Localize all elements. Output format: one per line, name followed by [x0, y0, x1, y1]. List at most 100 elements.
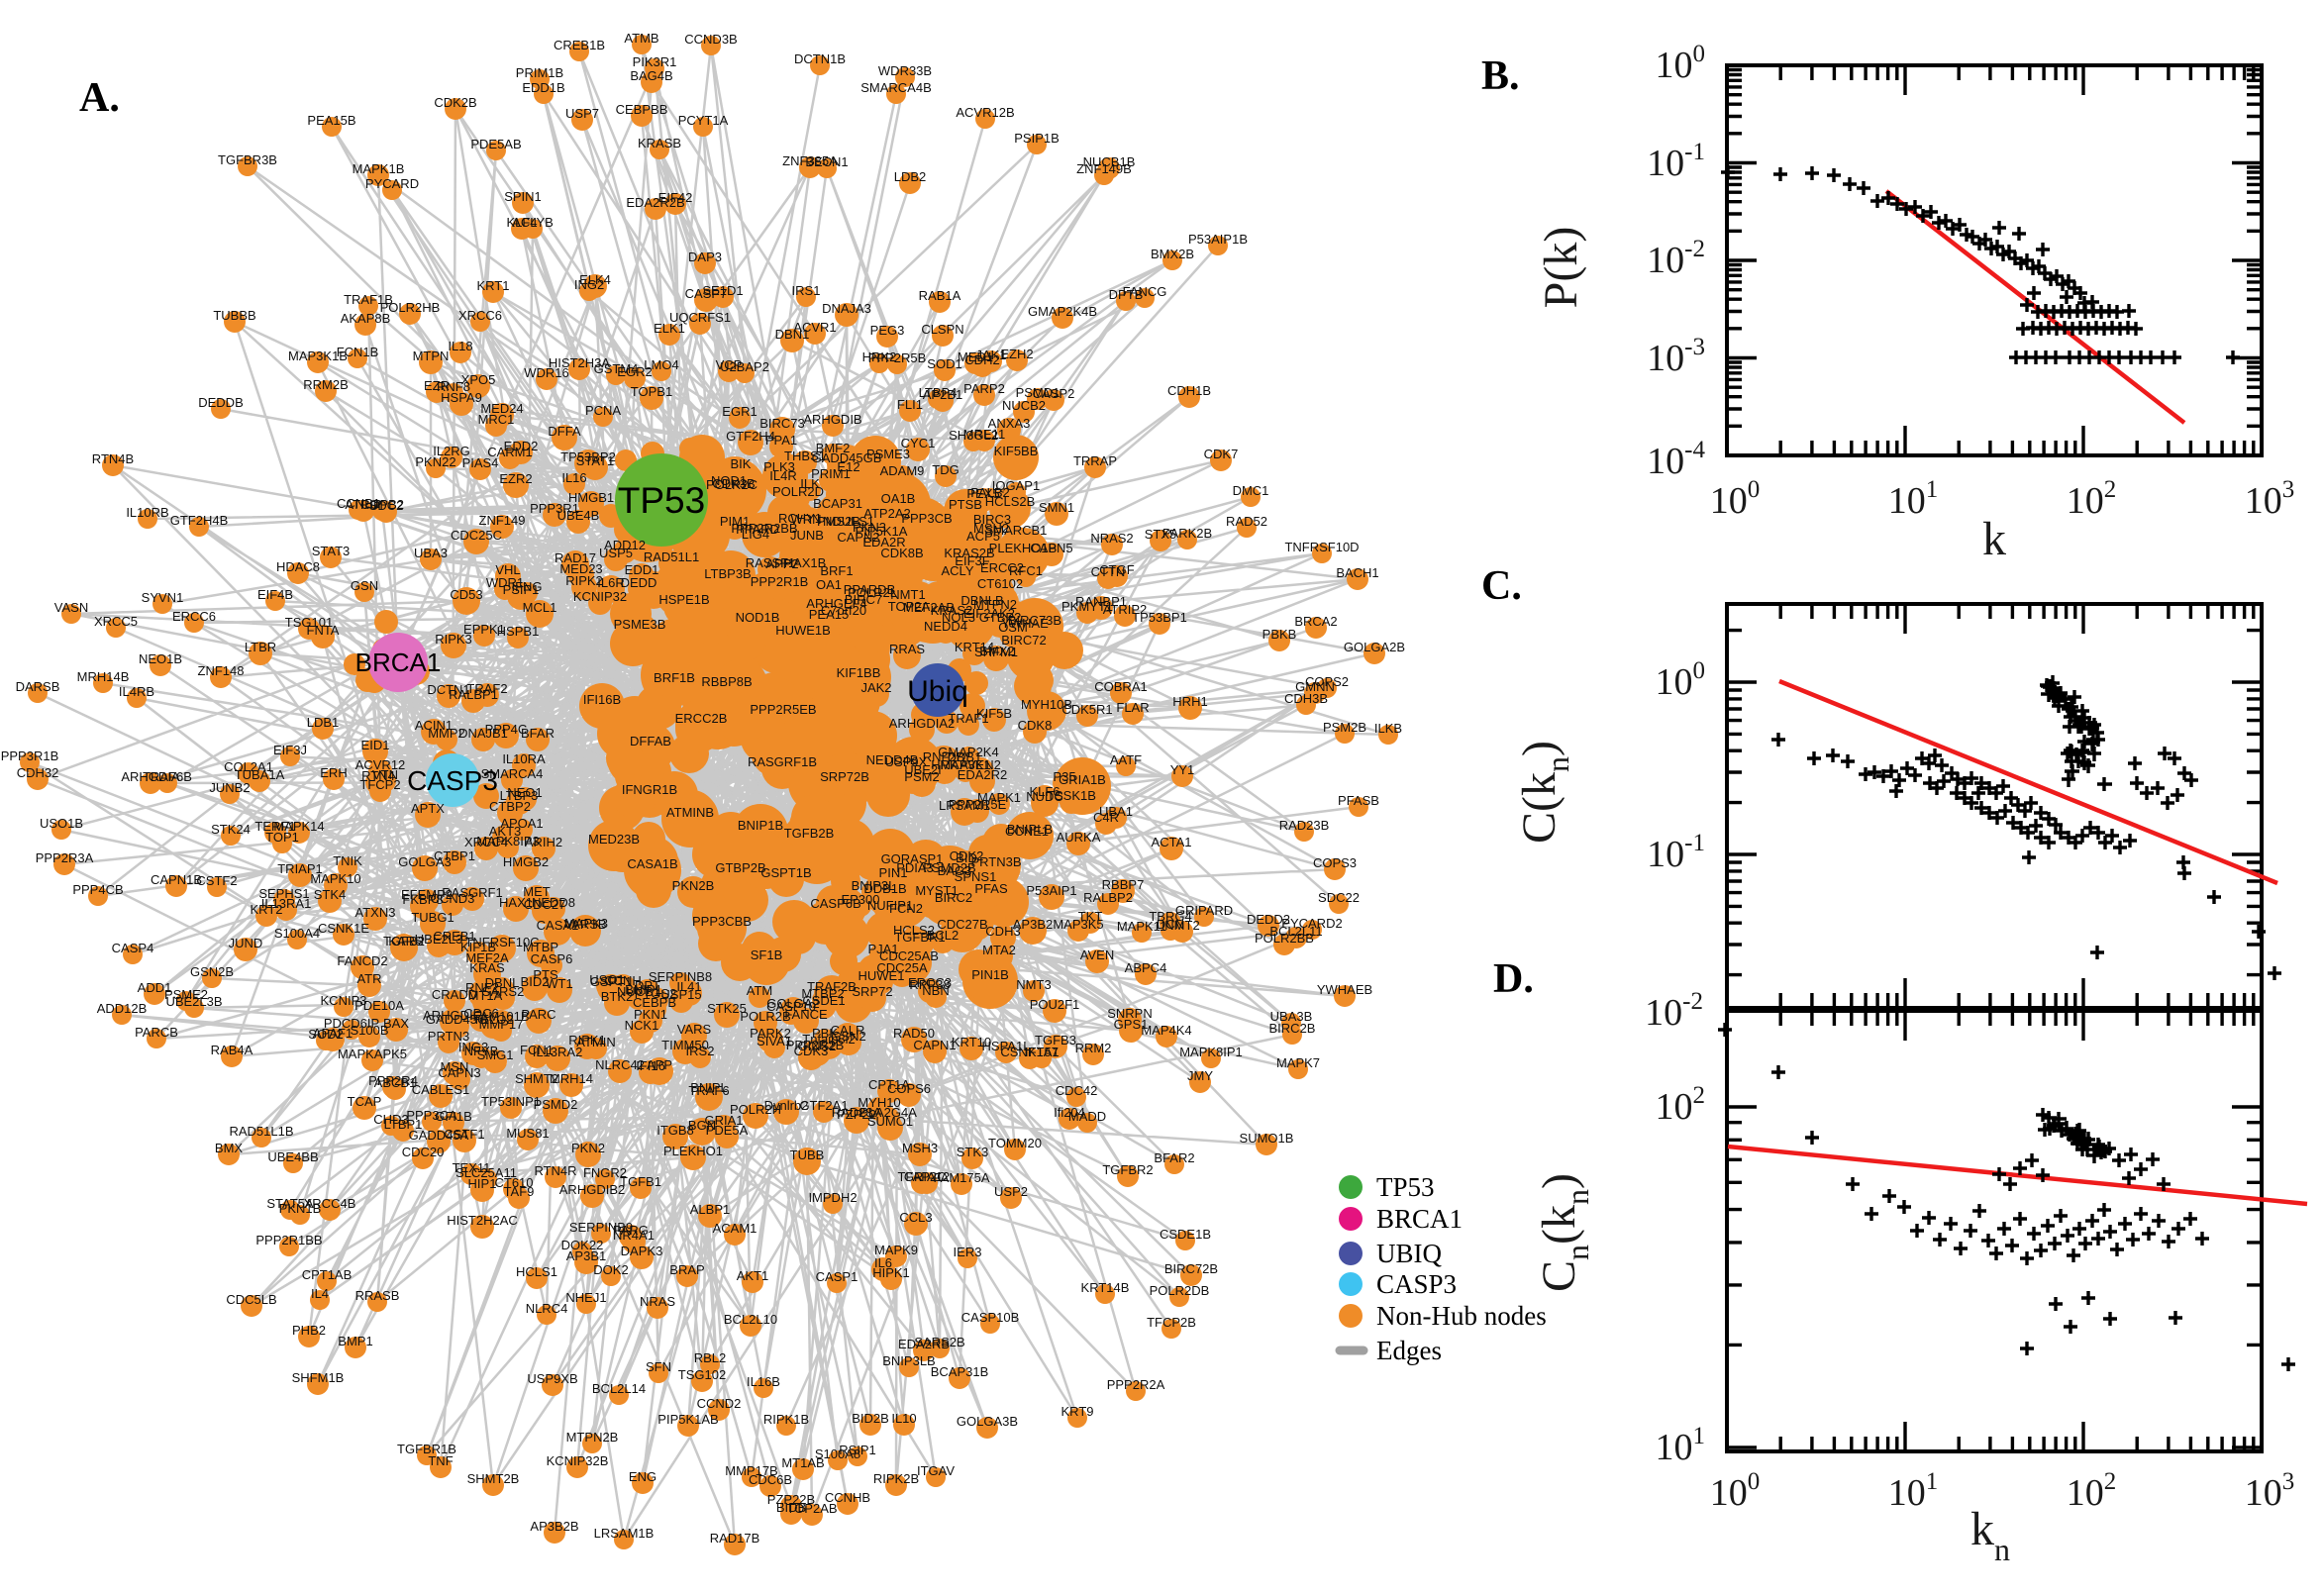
svg-text:GOLGA2: GOLGA2	[766, 996, 819, 1011]
svg-text:KRT1: KRT1	[477, 278, 510, 293]
svg-text:DDB1B: DDB1B	[863, 881, 906, 896]
svg-text:UBA3: UBA3	[414, 546, 448, 560]
svg-text:RAD17: RAD17	[555, 550, 596, 565]
svg-text:RASGRF1: RASGRF1	[442, 885, 502, 900]
svg-text:PPP2R1B: PPP2R1B	[751, 574, 809, 589]
svg-text:ATM: ATM	[747, 983, 772, 998]
svg-text:MYST1: MYST1	[915, 883, 958, 898]
svg-text:FCN2: FCN2	[889, 901, 923, 916]
svg-text:TFCP2: TFCP2	[359, 777, 400, 792]
svg-text:ADD12: ADD12	[604, 538, 646, 552]
svg-text:BNIP1B: BNIP1B	[738, 818, 783, 833]
svg-text:PSM2: PSM2	[904, 769, 939, 784]
svg-text:CSTF2: CSTF2	[196, 873, 237, 888]
svg-text:BMX2: BMX2	[979, 644, 1014, 658]
svg-text:UQCRFS1: UQCRFS1	[669, 310, 731, 325]
svg-text:NUFIP1: NUFIP1	[867, 898, 913, 913]
svg-text:BNIP1: BNIP1	[625, 982, 662, 997]
svg-text:CSNK1E: CSNK1E	[318, 921, 369, 936]
svg-text:MYH10: MYH10	[858, 1095, 900, 1110]
svg-text:PSME3B: PSME3B	[614, 617, 666, 632]
svg-text:CDK8B: CDK8B	[880, 546, 923, 560]
svg-text:P(k): P(k)	[1535, 227, 1587, 309]
svg-text:MTBP2: MTBP2	[801, 986, 844, 1001]
svg-text:USP15: USP15	[660, 987, 701, 1002]
svg-text:CDK5R1: CDK5R1	[1061, 702, 1112, 717]
svg-text:Non-Hub nodes: Non-Hub nodes	[1376, 1301, 1547, 1331]
svg-text:MRC1: MRC1	[478, 412, 515, 427]
svg-text:D.: D.	[1493, 956, 1534, 1002]
svg-text:IL13RA2: IL13RA2	[533, 1045, 583, 1059]
svg-text:PIN1: PIN1	[879, 865, 908, 880]
svg-text:MMP17B: MMP17B	[725, 1463, 777, 1478]
svg-text:ARHGDIB2: ARHGDIB2	[559, 1182, 625, 1197]
svg-text:PSME2: PSME2	[164, 987, 208, 1002]
svg-text:RAB4A: RAB4A	[211, 1043, 253, 1057]
svg-text:CREB1: CREB1	[433, 929, 475, 944]
svg-text:ARHGEF4: ARHGEF4	[806, 596, 866, 611]
svg-text:NBN: NBN	[922, 983, 949, 998]
svg-text:P53AIP1B: P53AIP1B	[1188, 232, 1248, 247]
svg-text:CDC25A: CDC25A	[876, 960, 928, 975]
svg-text:PARG: PARG	[613, 1223, 649, 1238]
svg-text:SHFM1: SHFM1	[974, 645, 1018, 659]
svg-text:PFAS: PFAS	[974, 881, 1008, 896]
svg-text:EZH2: EZH2	[1000, 347, 1033, 361]
svg-text:ZNF149B: ZNF149B	[1076, 161, 1132, 176]
svg-text:ANXA3: ANXA3	[988, 416, 1031, 431]
svg-text:DCN: DCN	[1157, 917, 1184, 932]
svg-text:DBNL: DBNL	[485, 975, 520, 990]
svg-text:KCNIP32B: KCNIP32B	[547, 1453, 609, 1468]
svg-text:PPP3R1B: PPP3R1B	[1, 748, 59, 763]
svg-text:PDE5A: PDE5A	[706, 1123, 749, 1138]
svg-text:PIP5K1A: PIP5K1A	[856, 524, 908, 539]
svg-text:SPNS1: SPNS1	[955, 869, 997, 884]
svg-text:SMARCB1: SMARCB1	[985, 523, 1048, 538]
svg-text:DEDD2: DEDD2	[1247, 912, 1290, 927]
svg-text:SF1B: SF1B	[751, 948, 783, 962]
svg-text:ACVR12B: ACVR12B	[956, 105, 1014, 120]
svg-text:TSG101: TSG101	[285, 615, 333, 630]
svg-text:PPP3R1: PPP3R1	[530, 501, 579, 516]
svg-text:XPO5: XPO5	[461, 372, 496, 387]
svg-text:MAPK8IP1: MAPK8IP1	[1179, 1045, 1243, 1059]
svg-text:TNFRSF10D: TNFRSF10D	[1284, 540, 1359, 554]
svg-text:PTSB: PTSB	[949, 497, 982, 512]
svg-text:GFI1B: GFI1B	[435, 1109, 472, 1124]
svg-text:CDK2: CDK2	[950, 848, 984, 863]
svg-text:APOA1: APOA1	[500, 816, 543, 831]
svg-text:LDB2: LDB2	[894, 169, 927, 184]
svg-text:BID2: BID2	[521, 974, 550, 989]
svg-text:PKN2B: PKN2B	[672, 878, 715, 893]
svg-text:UBE4BB: UBE4BB	[267, 1149, 318, 1164]
svg-text:XRCC6: XRCC6	[458, 308, 502, 323]
svg-text:UBE2L3: UBE2L3	[415, 932, 462, 947]
svg-text:JUND: JUND	[229, 936, 263, 950]
svg-text:CTTN: CTTN	[1091, 564, 1126, 579]
svg-text:ACVR12: ACVR12	[355, 757, 406, 772]
svg-text:BIDB: BIDB	[776, 1500, 806, 1515]
svg-text:AATF: AATF	[1110, 752, 1142, 767]
svg-text:SARS2B: SARS2B	[914, 1335, 964, 1349]
svg-text:Tnfaip8l2: Tnfaip8l2	[802, 1032, 855, 1047]
svg-text:CCNH: CCNH	[604, 973, 642, 988]
svg-text:MRH14: MRH14	[550, 1071, 593, 1086]
svg-text:CDH3B: CDH3B	[1284, 691, 1328, 706]
svg-text:DPT: DPT	[635, 978, 660, 993]
svg-text:MTPN: MTPN	[413, 349, 450, 363]
svg-text:SDC2: SDC2	[369, 498, 404, 513]
svg-text:AVEN2: AVEN2	[960, 757, 1001, 772]
svg-text:PBK: PBK	[812, 1026, 838, 1041]
svg-text:SMG1: SMG1	[477, 1047, 514, 1062]
svg-text:Dynlrb2: Dynlrb2	[764, 1098, 809, 1113]
svg-text:HCLS2: HCLS2	[893, 923, 935, 938]
svg-text:PPP3CBB: PPP3CBB	[692, 914, 752, 929]
svg-text:GSTM4: GSTM4	[594, 361, 639, 376]
svg-text:CSTF1: CSTF1	[444, 1127, 484, 1142]
svg-text:FANCE: FANCE	[784, 1007, 828, 1022]
svg-text:HMGB1: HMGB1	[568, 490, 614, 505]
svg-text:PDE5AB: PDE5AB	[470, 137, 521, 151]
svg-text:C.: C.	[1481, 563, 1522, 609]
svg-text:GADD45A: GADD45A	[409, 1128, 469, 1143]
svg-text:MEF2A: MEF2A	[465, 950, 509, 965]
